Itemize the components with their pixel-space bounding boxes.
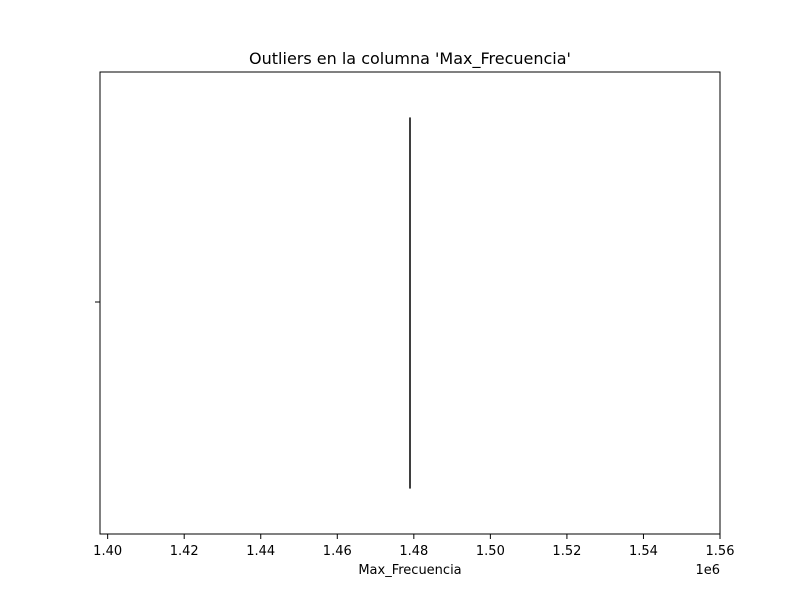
plot-frame (99, 71, 721, 535)
x-tick-label: 1.46 (323, 544, 352, 559)
x-tick-label: 1.42 (170, 544, 199, 559)
x-tick-label: 1.52 (552, 544, 581, 559)
x-tick-label: 1.40 (93, 544, 122, 559)
x-tick-label: 1.50 (476, 544, 505, 559)
x-tick-label: 1.48 (399, 544, 428, 559)
x-tick-label: 1.44 (246, 544, 275, 559)
chart-title: Outliers en la columna 'Max_Frecuencia' (249, 49, 571, 69)
x-axis-ticks: 1.40 1.42 1.44 1.46 1.48 1.50 1.52 1.54 1.56 (93, 534, 734, 559)
x-tick-label: 1.54 (629, 544, 658, 559)
x-tick-label: 1.56 (706, 544, 735, 559)
x-axis-label: Max_Frecuencia (358, 563, 461, 578)
x-axis-offset-text: 1e6 (695, 563, 720, 578)
